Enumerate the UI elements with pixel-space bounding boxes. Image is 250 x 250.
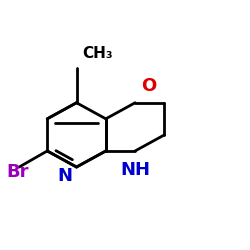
Text: O: O: [141, 77, 156, 95]
Text: NH: NH: [120, 161, 150, 179]
Text: CH₃: CH₃: [82, 46, 113, 61]
Text: N: N: [58, 167, 73, 185]
Text: Br: Br: [6, 163, 29, 181]
